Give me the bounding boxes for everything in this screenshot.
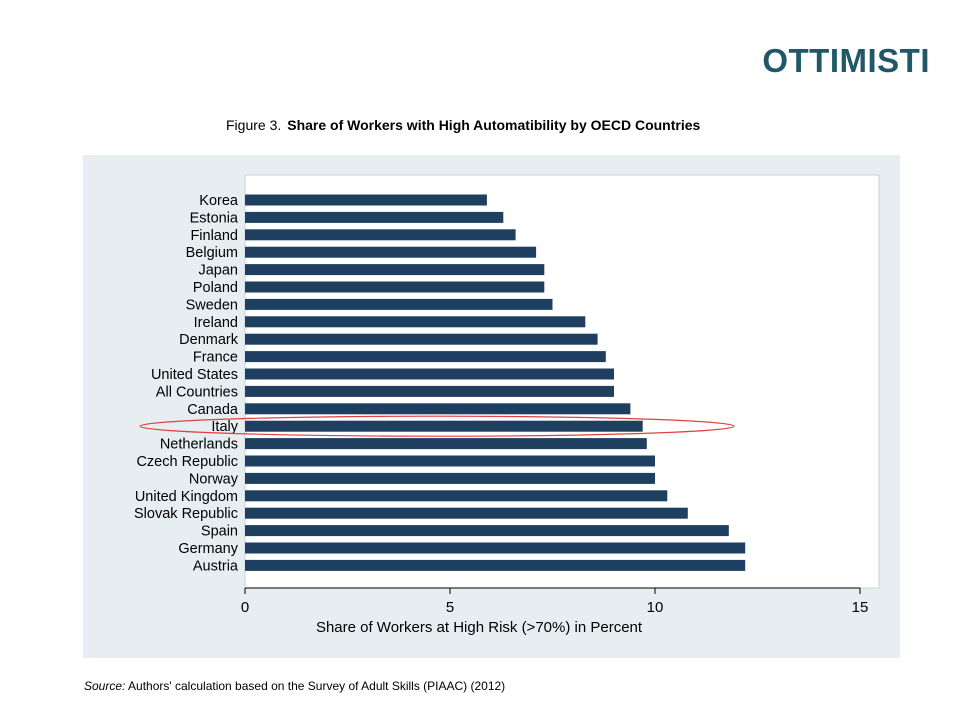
bar [245, 229, 516, 241]
category-label: Czech Republic [136, 454, 238, 470]
x-tick-label: 15 [852, 599, 869, 616]
category-label: All Countries [156, 384, 238, 400]
slide-title: OTTIMISTI [762, 42, 930, 79]
x-axis: 0 5 10 15 [241, 587, 869, 616]
figure-label: Figure 3. [226, 117, 282, 133]
plot-area [244, 174, 880, 589]
highlight-ellipse [139, 415, 735, 437]
category-label: Austria [193, 558, 239, 574]
category-label: Korea [199, 193, 239, 209]
bar [245, 525, 729, 537]
category-label: Canada [187, 402, 239, 418]
bar [245, 507, 688, 519]
category-label: United States [151, 367, 238, 383]
category-label: Estonia [190, 210, 239, 226]
x-tick-label: 0 [241, 599, 249, 616]
bar [245, 264, 545, 276]
bar [245, 246, 537, 258]
figure-caption: Figure 3. Share of Workers with High Auto… [226, 117, 700, 133]
bars-group [245, 194, 746, 571]
source-text: Authors' calculation based on the Survey… [128, 679, 506, 693]
category-label: Poland [193, 280, 238, 296]
category-label: United Kingdom [135, 489, 238, 505]
bar [245, 351, 606, 363]
x-axis-label: Share of Workers at High Risk (>70%) in … [316, 619, 643, 636]
category-label: Germany [178, 541, 238, 557]
bar [245, 559, 746, 571]
source-note: Source: Authors' calculation based on th… [84, 679, 505, 693]
x-tick-label: 10 [647, 599, 664, 616]
bar [245, 316, 586, 328]
bar [245, 298, 553, 310]
category-label: Sweden [186, 297, 238, 313]
bar [245, 472, 655, 484]
category-label: Netherlands [160, 437, 238, 453]
bar [245, 455, 655, 467]
figure-title: Share of Workers with High Automatibilit… [287, 117, 701, 133]
bar [245, 211, 504, 223]
category-label: Ireland [194, 315, 238, 331]
category-label: Finland [190, 228, 238, 244]
category-label: Italy [211, 419, 238, 435]
bar [245, 194, 487, 206]
bar [245, 438, 647, 450]
bar [245, 385, 614, 397]
chart-panel: Korea Estonia Finland Belgium Japan Poland Swe… [83, 155, 900, 658]
x-tick-label: 5 [446, 599, 454, 616]
category-label: Spain [201, 524, 238, 540]
category-label: Japan [198, 263, 238, 279]
source-label: Source: [84, 679, 126, 693]
category-label: Slovak Republic [134, 506, 238, 522]
category-label: Denmark [179, 332, 239, 348]
bar [245, 542, 746, 554]
category-label: France [193, 350, 238, 366]
bar [245, 333, 598, 345]
category-label: Norway [189, 471, 239, 487]
category-label: Belgium [186, 245, 238, 261]
bar [245, 420, 643, 432]
bar [245, 490, 668, 502]
bar [245, 368, 614, 380]
bar [245, 281, 545, 293]
bar [245, 403, 631, 415]
